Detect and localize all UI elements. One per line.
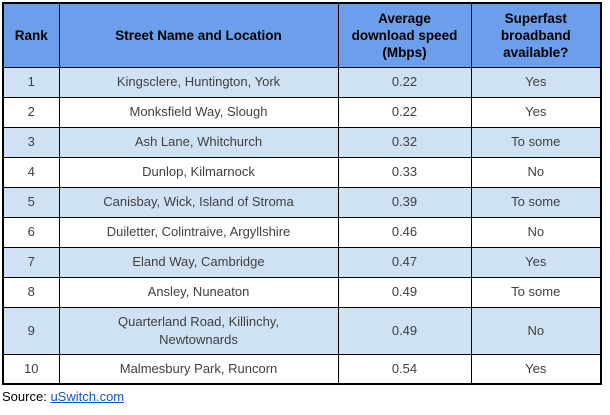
street-cell: Canisbay, Wick, Island of Stroma — [58, 186, 339, 218]
source-line: Source: uSwitch.com — [2, 389, 610, 404]
source-link[interactable]: uSwitch.com — [50, 389, 125, 404]
street-cell: Eland Way, Cambridge — [58, 246, 339, 278]
table-row: 10 Malmesbury Park, Runcorn 0.54 Yes — [2, 353, 602, 385]
speed-cell: 0.49 — [337, 306, 472, 355]
table-row: 3 Ash Lane, Whitchurch 0.32 To some — [2, 126, 602, 158]
speed-cell: 0.47 — [337, 246, 472, 278]
street-cell: Ansley, Nuneaton — [58, 276, 339, 308]
rank-cell: 6 — [2, 216, 60, 248]
superfast-cell: To some — [470, 126, 602, 158]
street-cell: Monksfield Way, Slough — [58, 96, 339, 128]
speed-cell: 0.22 — [337, 96, 472, 128]
header-row: Rank Street Name and Location Average do… — [2, 2, 602, 68]
table-row: 8 Ansley, Nuneaton 0.49 To some — [2, 276, 602, 308]
superfast-cell: To some — [470, 276, 602, 308]
superfast-cell: Yes — [470, 353, 602, 385]
column-header-rank: Rank — [2, 2, 60, 68]
column-header-speed: Average download speed (Mbps) — [337, 2, 472, 68]
page: Rank Street Name and Location Average do… — [2, 2, 610, 404]
street-cell: Dunlop, Kilmarnock — [58, 156, 339, 188]
street-cell: Kingsclere, Huntington, York — [58, 66, 339, 98]
column-header-street: Street Name and Location — [58, 2, 339, 68]
speed-cell: 0.22 — [337, 66, 472, 98]
street-cell: Ash Lane, Whitchurch — [58, 126, 339, 158]
rank-cell: 8 — [2, 276, 60, 308]
street-cell: Quarterland Road, Killinchy, Newtownards — [58, 306, 339, 355]
rank-cell: 10 — [2, 353, 60, 385]
speed-cell: 0.54 — [337, 353, 472, 385]
source-label: Source: — [2, 389, 47, 404]
column-header-superfast: Superfast broadband available? — [470, 2, 602, 68]
speed-cell: 0.32 — [337, 126, 472, 158]
table-row: 1 Kingsclere, Huntington, York 0.22 Yes — [2, 66, 602, 98]
superfast-cell: No — [470, 216, 602, 248]
superfast-cell: Yes — [470, 96, 602, 128]
rank-cell: 1 — [2, 66, 60, 98]
broadband-speed-table: Rank Street Name and Location Average do… — [2, 2, 602, 385]
speed-cell: 0.39 — [337, 186, 472, 218]
superfast-cell: Yes — [470, 66, 602, 98]
superfast-cell: No — [470, 306, 602, 355]
superfast-cell: To some — [470, 186, 602, 218]
rank-cell: 3 — [2, 126, 60, 158]
table-row: 4 Dunlop, Kilmarnock 0.33 No — [2, 156, 602, 188]
rank-cell: 5 — [2, 186, 60, 218]
table-row: 6 Duiletter, Colintraive, Argyllshire 0.… — [2, 216, 602, 248]
speed-cell: 0.46 — [337, 216, 472, 248]
rank-cell: 2 — [2, 96, 60, 128]
table-row: 2 Monksfield Way, Slough 0.22 Yes — [2, 96, 602, 128]
table-row: 5 Canisbay, Wick, Island of Stroma 0.39 … — [2, 186, 602, 218]
table-row: 9 Quarterland Road, Killinchy, Newtownar… — [2, 306, 602, 355]
street-cell: Duiletter, Colintraive, Argyllshire — [58, 216, 339, 248]
rank-cell: 4 — [2, 156, 60, 188]
speed-cell: 0.49 — [337, 276, 472, 308]
table-row: 7 Eland Way, Cambridge 0.47 Yes — [2, 246, 602, 278]
superfast-cell: Yes — [470, 246, 602, 278]
rank-cell: 7 — [2, 246, 60, 278]
street-cell: Malmesbury Park, Runcorn — [58, 353, 339, 385]
rank-cell: 9 — [2, 306, 60, 355]
speed-cell: 0.33 — [337, 156, 472, 188]
superfast-cell: No — [470, 156, 602, 188]
